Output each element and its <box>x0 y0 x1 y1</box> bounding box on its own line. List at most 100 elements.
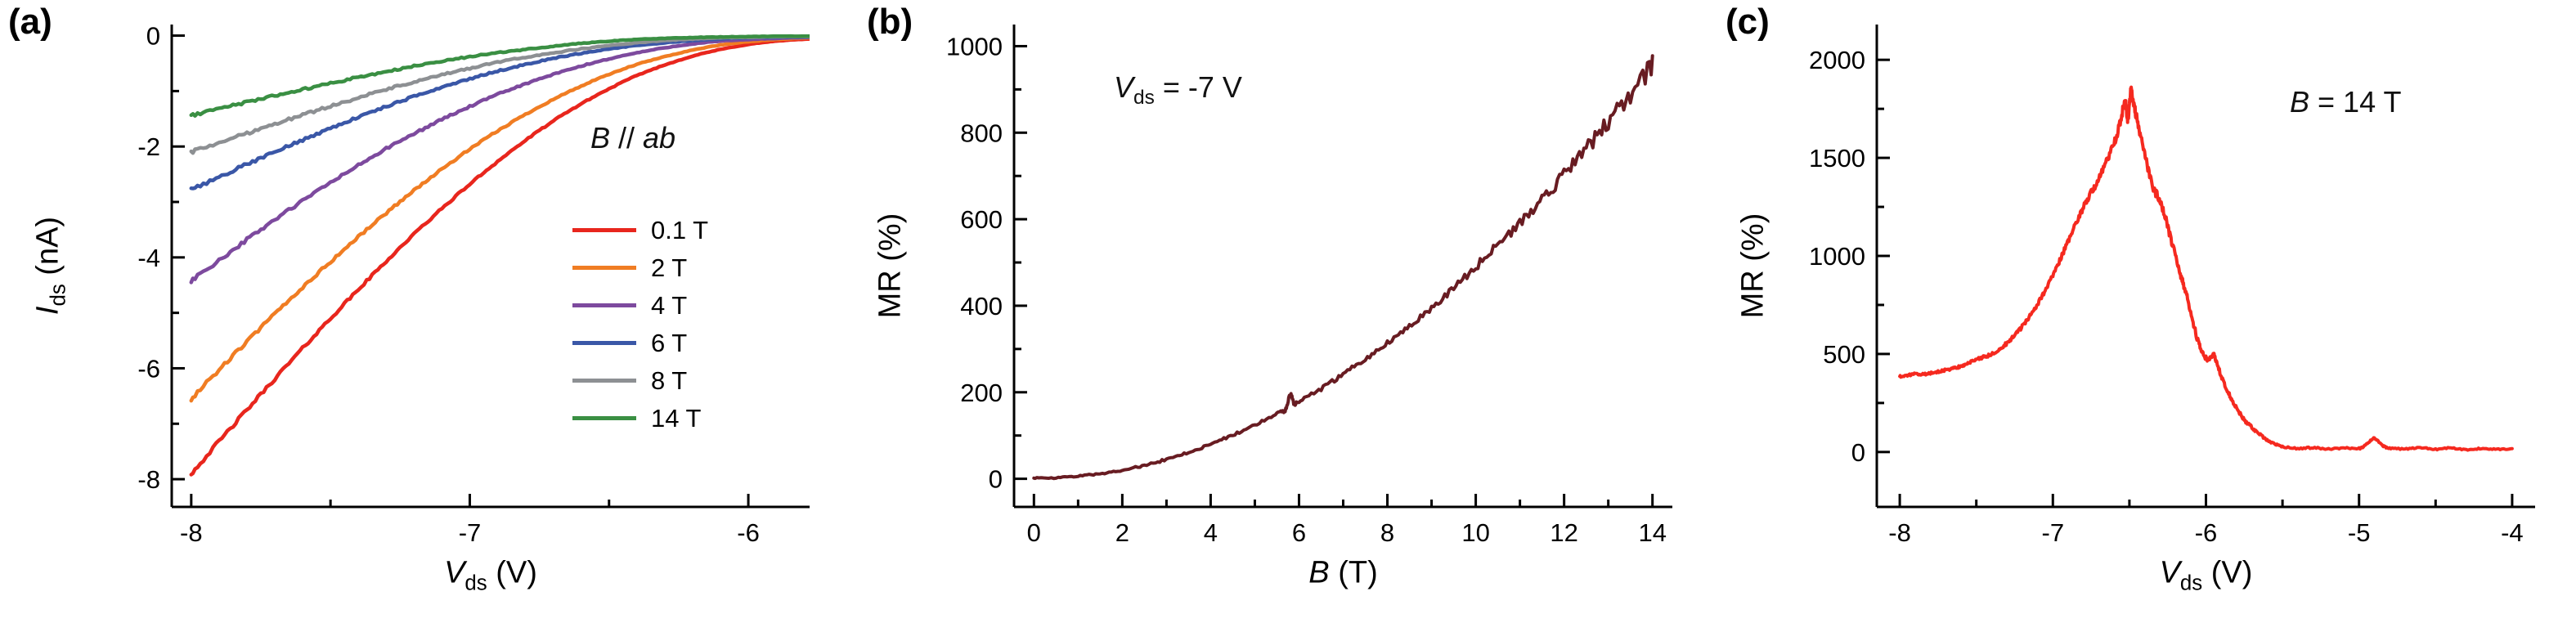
svg-text:14: 14 <box>1638 518 1666 547</box>
legend-item: 2 T <box>572 253 708 282</box>
panel-label-c: (c) <box>1726 2 1770 42</box>
axes-b <box>1012 25 1672 509</box>
svg-text:600: 600 <box>960 205 1003 234</box>
annotation-field-orientation: B // ab <box>590 121 675 155</box>
svg-text:-4: -4 <box>137 244 160 272</box>
legend-label: 6 T <box>651 328 688 357</box>
svg-text:0: 0 <box>1027 518 1041 547</box>
panel-c: -8 -7 -6 -5 -4 0 500 1000 1500 2000 (c) MR (%) Vd… <box>1717 0 2576 632</box>
svg-text:2: 2 <box>1115 518 1129 547</box>
x-axis-rest-b: (T) <box>1329 555 1378 590</box>
x-axis-var-c: V <box>2159 555 2180 590</box>
series-line-2-t <box>189 36 810 403</box>
series-line-mr-vs-b <box>1032 54 1654 481</box>
svg-text:-7: -7 <box>459 518 482 547</box>
annotation-ab-symbol: ab <box>643 121 676 155</box>
y-axis-rest-a: (nA) <box>30 216 65 285</box>
annotation-b-value: B = 14 T <box>2290 85 2401 124</box>
svg-text:1000: 1000 <box>1809 242 1865 271</box>
y-axis-rest-c: MR (%) <box>1735 213 1770 319</box>
series-line-14-t <box>189 34 810 118</box>
x-axis-title-a: Vds (V) <box>444 556 537 596</box>
tick-labels-a: -8 -7 -6 0 -2 -4 -6 -8 <box>137 22 759 547</box>
annotation-b-field-symbol: B <box>2290 85 2310 119</box>
legend-line-swatch <box>572 379 636 383</box>
svg-text:-6: -6 <box>2195 518 2218 547</box>
legend-line-swatch <box>572 341 636 345</box>
svg-text:500: 500 <box>1823 340 1865 369</box>
svg-text:-8: -8 <box>1888 518 1911 547</box>
svg-text:-7: -7 <box>2042 518 2065 547</box>
svg-text:-6: -6 <box>737 518 760 547</box>
tick-labels-c: -8 -7 -6 -5 -4 0 500 1000 1500 2000 <box>1809 46 2524 547</box>
annotation-v-sub: ds <box>1133 87 1155 110</box>
plot-c: -8 -7 -6 -5 -4 0 500 1000 1500 2000 <box>1809 25 2535 547</box>
svg-text:4: 4 <box>1204 518 1218 547</box>
plot-b: 0 2 4 6 8 10 12 14 0 200 400 600 800 1000 <box>946 25 1672 548</box>
series-line-4-t <box>189 35 810 285</box>
svg-text:-8: -8 <box>180 518 203 547</box>
axes-a <box>170 25 810 509</box>
svg-text:0: 0 <box>989 465 1003 494</box>
y-axis-var-a: I <box>30 306 65 316</box>
annotation-separator: // <box>610 121 644 155</box>
legend-label: 4 T <box>651 290 688 320</box>
svg-text:12: 12 <box>1550 518 1577 547</box>
svg-text:10: 10 <box>1461 518 1489 547</box>
x-axis-rest-c: (V) <box>2202 555 2253 590</box>
legend-line-swatch <box>572 228 636 232</box>
svg-text:-2: -2 <box>137 132 160 161</box>
series-group-a <box>189 34 810 477</box>
axes-c <box>1875 25 2535 509</box>
annotation-v-symbol: V <box>1114 70 1134 104</box>
x-axis-title-b: B (T) <box>1308 556 1377 596</box>
plot-a: -8 -7 -6 0 -2 -4 -6 -8 <box>137 22 810 547</box>
legend-item: 4 T <box>572 291 708 320</box>
y-axis-rest-b: MR (%) <box>873 213 908 319</box>
legend-label: 2 T <box>651 253 688 282</box>
y-axis-title-c: MR (%) <box>1736 213 1776 319</box>
legend-item: 14 T <box>572 404 708 433</box>
x-axis-var-b: B <box>1308 555 1330 590</box>
legend-label: 8 T <box>651 365 688 395</box>
x-axis-sub-c: ds <box>2179 571 2203 595</box>
annotation-v-rest: = -7 V <box>1154 70 1242 104</box>
legend-line-swatch <box>572 303 636 307</box>
svg-text:-8: -8 <box>137 465 160 494</box>
legend-item: 8 T <box>572 366 708 395</box>
svg-text:400: 400 <box>960 292 1003 320</box>
svg-text:2000: 2000 <box>1809 46 1865 74</box>
svg-text:8: 8 <box>1380 518 1394 547</box>
x-axis-sub-a: ds <box>464 571 487 595</box>
x-axis-title-c: Vds (V) <box>2160 556 2253 596</box>
tick-labels-b: 0 2 4 6 8 10 12 14 0 200 400 600 800 1000 <box>946 33 1667 548</box>
x-axis-rest-a: (V) <box>487 555 537 590</box>
annotation-b-symbol: B <box>590 121 611 155</box>
legend-item: 6 T <box>572 329 708 357</box>
legend-label: 14 T <box>651 403 702 433</box>
annotation-vds-value: Vds = -7 V <box>1114 70 1242 110</box>
y-axis-title-a: Ids (nA) <box>31 217 71 315</box>
svg-text:200: 200 <box>960 379 1003 407</box>
panel-label-b: (b) <box>867 2 913 42</box>
series-line-6-t <box>189 34 810 190</box>
svg-text:0: 0 <box>146 22 160 51</box>
series-group-c <box>1898 85 2514 452</box>
panel-a: -8 -7 -6 0 -2 -4 -6 -8 (a) Ids (nA) Vds (V) B /… <box>0 0 859 632</box>
svg-text:1000: 1000 <box>946 33 1003 61</box>
panel-label-a: (a) <box>8 2 52 42</box>
annotation-b-field-rest: = 14 T <box>2309 85 2402 119</box>
legend-line-swatch <box>572 266 636 270</box>
svg-text:-5: -5 <box>2348 518 2371 547</box>
y-axis-title-b: MR (%) <box>873 213 913 319</box>
panel-b: 0 2 4 6 8 10 12 14 0 200 400 600 800 1000 (b) MR (%) … <box>859 0 1717 632</box>
y-axis-sub-a: ds <box>47 284 70 307</box>
series-line-0-1-t <box>189 37 810 477</box>
svg-text:0: 0 <box>1851 438 1865 467</box>
legend-label: 0.1 T <box>651 215 709 244</box>
svg-text:-6: -6 <box>137 355 160 383</box>
svg-text:-4: -4 <box>2501 518 2524 547</box>
series-line-mr-vs-vds <box>1898 85 2514 452</box>
series-group-b <box>1032 54 1654 481</box>
